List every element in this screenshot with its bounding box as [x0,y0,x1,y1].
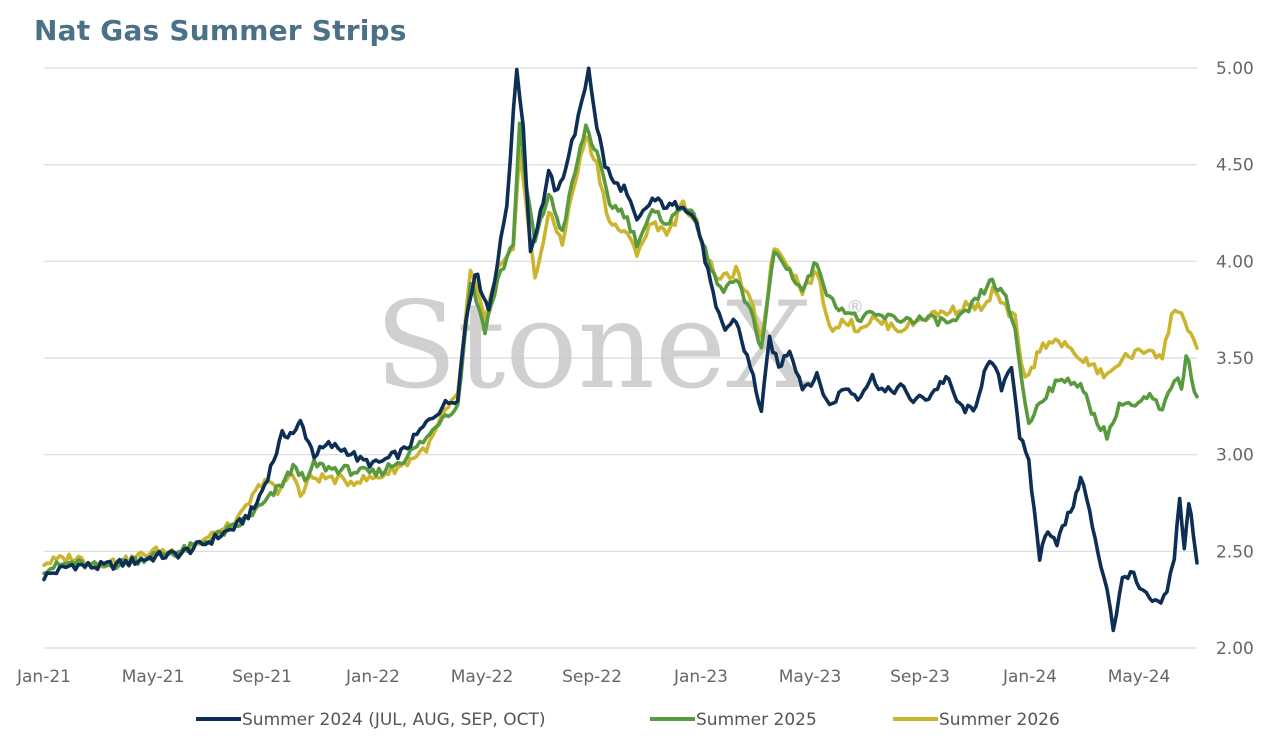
series-line-0 [42,66,1199,633]
y-tick-label: 2.50 [1216,542,1254,562]
y-tick-label: 2.00 [1216,639,1254,659]
x-tick-label: Jan-24 [1002,667,1057,687]
x-tick-label: May-22 [451,667,514,687]
x-tick-label: Jan-22 [345,667,400,687]
legend: Summer 2024 (JUL, AUG, SEP, OCT) Summer 2… [196,710,1060,730]
gridlines [44,67,1197,649]
x-tick-label: Sep-21 [232,667,292,687]
x-tick-label: May-24 [1108,667,1171,687]
x-tick-label: Jan-21 [16,667,71,687]
y-tick-label: 3.50 [1216,349,1254,369]
series-lines [42,66,1199,633]
legend-label: Summer 2025 [696,710,817,730]
x-axis-ticks: Jan-21 May-21 Sep-21 Jan-22 May-22 Sep-22 Jan-… [16,667,1170,687]
stonex-watermark: StoneX ® [375,277,864,416]
x-tick-label: May-23 [779,667,842,687]
x-tick-label: May-21 [122,667,185,687]
legend-label: Summer 2026 [939,710,1060,730]
watermark-text: StoneX [375,277,811,416]
y-tick-label: 4.00 [1216,252,1254,272]
series-line-2 [42,135,1199,569]
chart-title: Nat Gas Summer Strips [34,14,407,47]
y-tick-label: 5.00 [1216,59,1254,79]
y-tick-label: 4.50 [1216,156,1254,176]
x-tick-label: Jan-23 [673,667,728,687]
legend-label: Summer 2024 (JUL, AUG, SEP, OCT) [242,710,546,730]
x-tick-label: Sep-23 [890,667,950,687]
y-axis-ticks: 2.00 2.50 3.00 3.50 4.00 4.50 5.00 [1216,59,1254,659]
y-tick-label: 3.00 [1216,446,1254,466]
x-tick-label: Sep-22 [562,667,622,687]
